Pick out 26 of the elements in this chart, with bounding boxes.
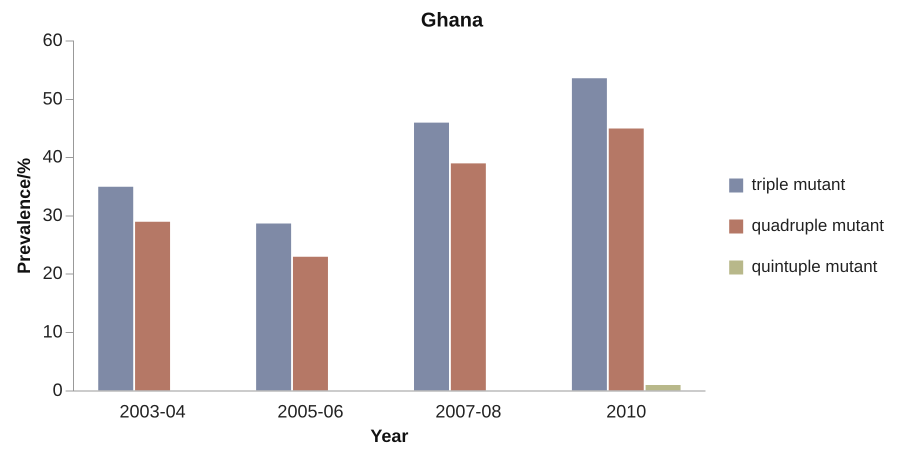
legend-label: quadruple mutant [752,216,884,236]
x-tick-label: 2010 [606,402,646,422]
bar [98,186,134,390]
x-tick-label: 2003-04 [120,402,186,422]
chart-title: Ghana [420,10,484,32]
y-tick-label: 10 [42,321,63,342]
bar [292,256,328,390]
x-tick-label: 2005-06 [277,402,344,422]
y-tick-label: 50 [42,88,63,108]
y-tick-label: 30 [42,204,63,225]
bar [572,78,607,390]
bar [135,222,170,390]
y-tick-label: 0 [52,380,63,400]
bar [646,384,681,390]
y-axis-title: Prevalence/% [14,158,34,274]
legend-label: triple mutant [752,175,846,194]
y-tick-label: 60 [42,30,63,50]
bar [608,128,644,390]
y-tick-label: 40 [42,146,63,167]
x-tick-label: 2007-08 [435,402,502,422]
bar [256,223,292,390]
x-axis-title: Year [370,426,408,446]
bar [450,163,486,390]
bar [414,122,450,390]
y-tick-label: 20 [42,263,63,284]
legend-label: quintuple mutant [752,257,878,276]
